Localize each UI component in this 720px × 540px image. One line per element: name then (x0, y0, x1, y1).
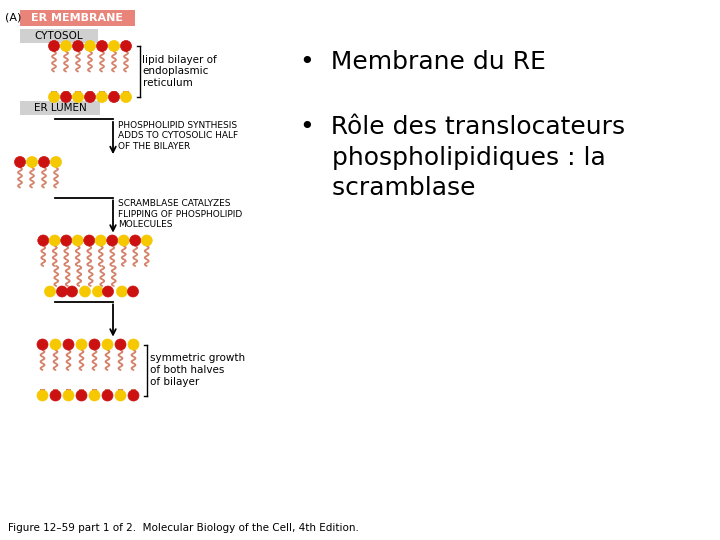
Circle shape (128, 390, 139, 401)
Text: CYTOSOL: CYTOSOL (35, 31, 84, 41)
Circle shape (120, 91, 132, 103)
Circle shape (89, 339, 100, 350)
Text: symmetric growth
of both halves
of bilayer: symmetric growth of both halves of bilay… (150, 353, 245, 387)
Circle shape (73, 91, 84, 103)
Circle shape (76, 339, 87, 350)
FancyBboxPatch shape (20, 101, 100, 115)
Circle shape (95, 235, 107, 246)
Circle shape (128, 339, 139, 350)
Text: •  Membrane du RE: • Membrane du RE (300, 50, 546, 74)
Circle shape (49, 235, 60, 246)
Circle shape (102, 390, 113, 401)
Circle shape (60, 235, 72, 246)
Circle shape (63, 390, 74, 401)
Circle shape (141, 235, 152, 246)
Circle shape (84, 91, 96, 103)
Circle shape (60, 91, 71, 103)
Text: ER MEMBRANE: ER MEMBRANE (31, 13, 123, 23)
Circle shape (96, 91, 107, 103)
Circle shape (96, 40, 107, 51)
Circle shape (117, 286, 127, 297)
Circle shape (38, 157, 50, 167)
Circle shape (37, 390, 48, 401)
Circle shape (118, 235, 130, 246)
Circle shape (66, 286, 78, 297)
Circle shape (48, 40, 60, 51)
Circle shape (14, 157, 25, 167)
Circle shape (102, 286, 114, 297)
Circle shape (50, 157, 61, 167)
FancyBboxPatch shape (20, 29, 98, 43)
Circle shape (102, 339, 113, 350)
Circle shape (63, 339, 74, 350)
Circle shape (73, 40, 84, 51)
Text: Figure 12–59 part 1 of 2.  Molecular Biology of the Cell, 4th Edition.: Figure 12–59 part 1 of 2. Molecular Biol… (8, 523, 359, 533)
Circle shape (115, 339, 126, 350)
Circle shape (60, 40, 71, 51)
Circle shape (48, 91, 60, 103)
Circle shape (50, 339, 61, 350)
Circle shape (92, 286, 104, 297)
FancyBboxPatch shape (20, 10, 135, 26)
Circle shape (109, 91, 120, 103)
Circle shape (84, 235, 95, 246)
Circle shape (89, 390, 100, 401)
Circle shape (45, 286, 55, 297)
Circle shape (76, 390, 87, 401)
Circle shape (50, 390, 61, 401)
Circle shape (84, 40, 96, 51)
Circle shape (130, 235, 140, 246)
Circle shape (120, 40, 132, 51)
Text: lipid bilayer of
endoplasmic
reticulum: lipid bilayer of endoplasmic reticulum (143, 55, 217, 88)
Circle shape (79, 286, 91, 297)
Text: (A): (A) (5, 12, 22, 22)
Text: SCRAMBLASE CATALYZES
FLIPPING OF PHOSPHOLIPID
MOLECULES: SCRAMBLASE CATALYZES FLIPPING OF PHOSPHO… (118, 199, 242, 230)
Text: PHOSPHOLIPID SYNTHESIS
ADDS TO CYTOSOLIC HALF
OF THE BILAYER: PHOSPHOLIPID SYNTHESIS ADDS TO CYTOSOLIC… (118, 121, 238, 151)
Circle shape (37, 339, 48, 350)
Circle shape (27, 157, 37, 167)
Text: •  Rôle des translocateurs
    phospholipidiques : la
    scramblase: • Rôle des translocateurs phospholipidiq… (300, 115, 625, 200)
Circle shape (37, 235, 49, 246)
Circle shape (127, 286, 138, 297)
Circle shape (72, 235, 84, 246)
Text: ER LUMEN: ER LUMEN (34, 103, 86, 113)
Circle shape (109, 40, 120, 51)
Circle shape (107, 235, 118, 246)
Circle shape (56, 286, 68, 297)
Circle shape (115, 390, 126, 401)
